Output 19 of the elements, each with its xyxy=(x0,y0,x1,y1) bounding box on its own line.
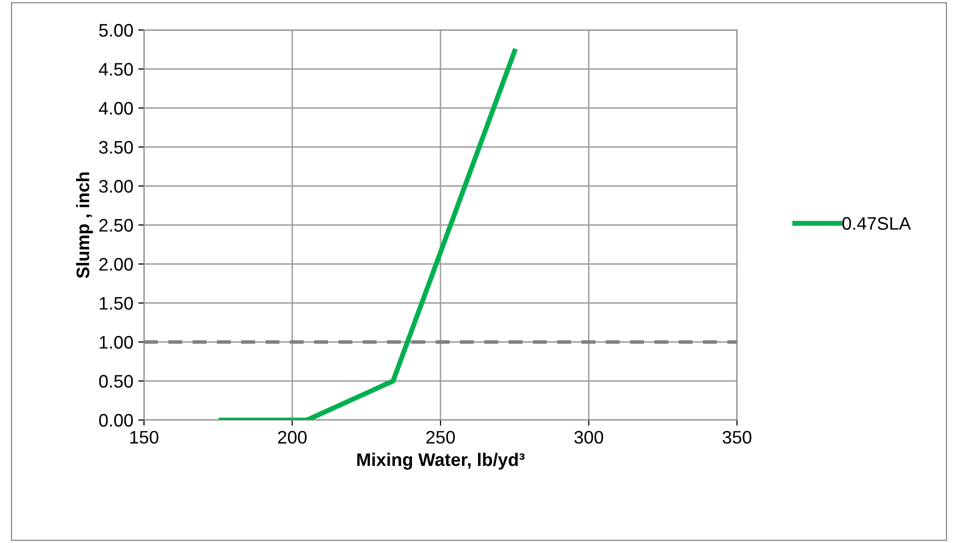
x-tick-label: 150 xyxy=(130,430,158,444)
y-tick-label: 1.50 xyxy=(100,296,133,310)
y-tick-label: 5.00 xyxy=(99,24,133,37)
y-tick-label: 0.50 xyxy=(99,374,133,388)
y-tick-label: 1.00 xyxy=(100,336,133,349)
y-tick-label: 2.50 xyxy=(99,218,133,232)
x-tick-label: 200 xyxy=(278,430,307,444)
y-axis-title: Slump , inch xyxy=(76,172,93,278)
y-tick-label: 0.00 xyxy=(99,414,133,427)
x-tick-label: 300 xyxy=(574,430,604,444)
x-tick-label: 350 xyxy=(722,430,752,444)
legend-label: 0.47SLA xyxy=(842,217,911,230)
x-tick-label: 250 xyxy=(426,430,455,444)
y-tick-label: 2.00 xyxy=(99,258,133,271)
y-tick-label: 4.00 xyxy=(98,102,133,115)
y-tick-label: 3.00 xyxy=(99,180,133,193)
y-tick-label: 4.50 xyxy=(98,62,133,76)
x-axis-title: Mixing Water, lb/yd³ xyxy=(357,452,525,470)
y-tick-label: 3.50 xyxy=(99,140,133,154)
